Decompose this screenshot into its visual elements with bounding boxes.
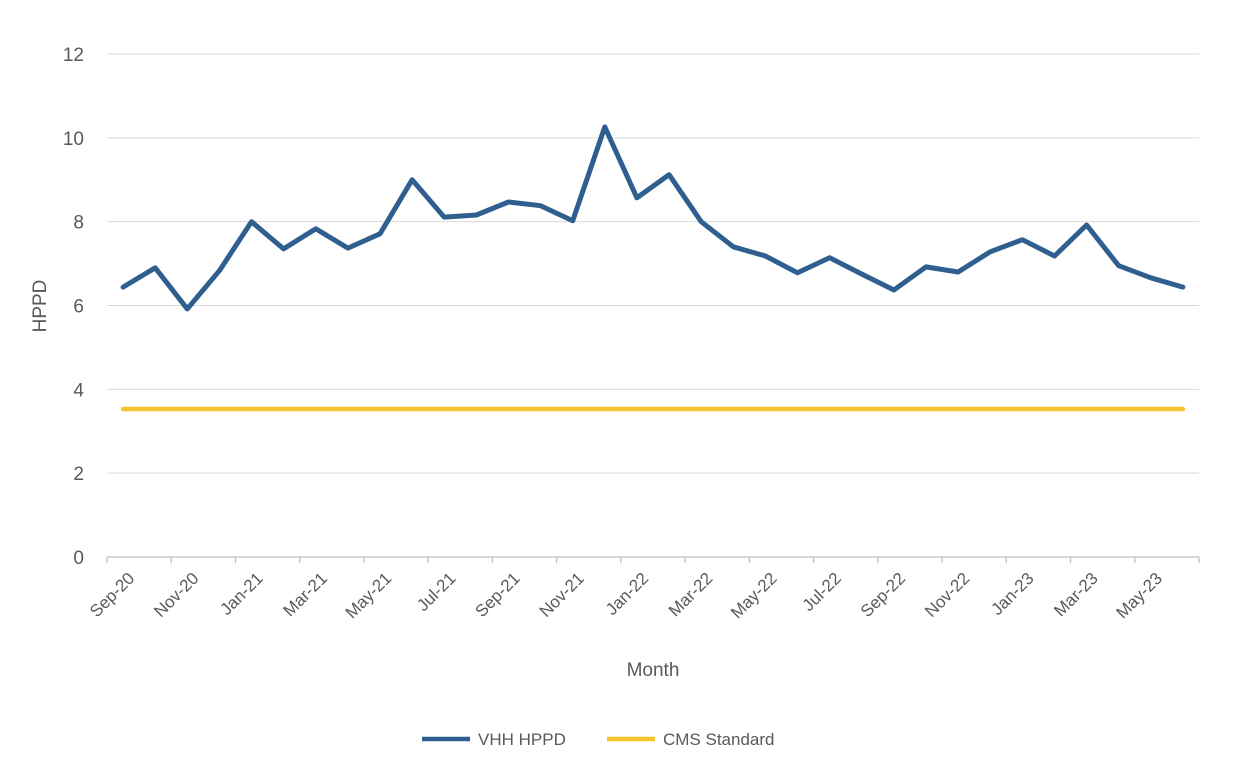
x-tick-label: Sep-21 (472, 569, 524, 621)
y-tick-label: 4 (73, 380, 84, 401)
x-tick-label: Mar-21 (279, 569, 331, 621)
x-tick-label: Nov-22 (921, 569, 973, 621)
legend-label: CMS Standard (663, 730, 775, 749)
y-tick-labels: 0 2 4 6 8 10 12 (63, 45, 85, 569)
x-tick-label: Jul-22 (799, 569, 845, 615)
x-tick-label: May-22 (727, 569, 781, 623)
legend: VHH HPPD CMS Standard (422, 730, 775, 749)
series-line-vhh-hppd (120, 124, 1186, 312)
legend-label: VHH HPPD (478, 730, 566, 749)
x-tick-label: May-21 (342, 569, 396, 623)
x-axis-title: Month (627, 660, 680, 681)
gridlines (107, 53, 1199, 474)
x-tick-label: Jan-23 (987, 569, 1037, 619)
y-axis-title: HPPD (30, 280, 51, 333)
x-tick-label: Mar-23 (1050, 569, 1102, 621)
y-tick-label: 12 (63, 45, 84, 66)
x-tick-label: Nov-20 (150, 569, 202, 621)
y-tick-label: 6 (73, 297, 84, 318)
x-tick-label: Mar-22 (665, 569, 717, 621)
series-lines (120, 124, 1186, 412)
x-tick-label: Sep-20 (86, 569, 138, 621)
y-tick-label: 10 (63, 129, 84, 150)
x-tick-label: May-23 (1113, 569, 1167, 623)
x-tick-label: Jul-21 (413, 569, 459, 615)
x-tick-label: Jan-22 (602, 569, 652, 619)
x-axis: Sep-20 Nov-20 Jan-21 Mar-21 May-21 Jul-21 Sep-… (86, 556, 1200, 623)
x-tick-label: Nov-21 (536, 569, 588, 621)
y-tick-label: 8 (73, 213, 84, 234)
x-tick-label: Jan-21 (217, 569, 267, 619)
x-tick-label: Sep-22 (857, 569, 909, 621)
y-tick-label: 0 (73, 548, 84, 569)
y-tick-label: 2 (73, 464, 84, 485)
